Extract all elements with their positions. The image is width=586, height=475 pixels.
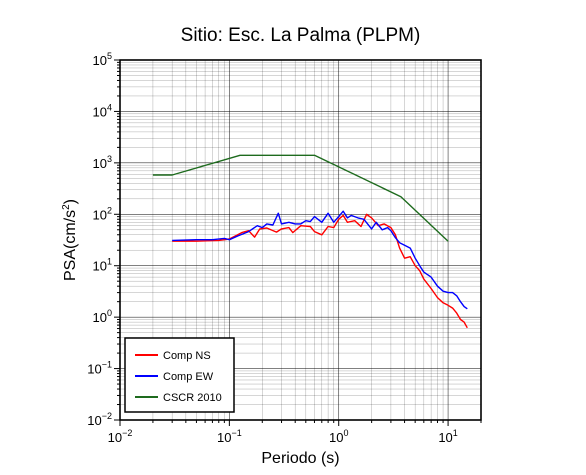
legend: Comp NS Comp EW CSCR 2010 (124, 337, 235, 413)
y-tick-label: 101 (93, 257, 112, 274)
plot-frame (119, 59, 482, 421)
grid-lines (119, 59, 482, 421)
x-tick-label: 10−2 (108, 428, 133, 445)
y-tick-label: 104 (93, 102, 112, 119)
series-group (152, 154, 468, 329)
y-axis-label-superscript: 2 (61, 204, 72, 210)
y-tick-label: 105 (93, 51, 112, 68)
y-axis-label-suffix: ) (62, 199, 79, 204)
y-tick-label: 10−2 (87, 411, 112, 428)
legend-label: Comp NS (163, 350, 211, 362)
x-axis-label: Periodo (s) (261, 450, 339, 467)
y-tick-label: 100 (93, 308, 112, 325)
x-tick-label: 10−1 (217, 428, 242, 445)
legend-label: CSCR 2010 (163, 392, 222, 404)
x-tick-label: 100 (329, 428, 348, 445)
series-line (172, 213, 468, 329)
legend-label: Comp EW (163, 371, 214, 383)
y-tick-label: 103 (93, 154, 112, 171)
x-tick-label: 101 (438, 428, 457, 445)
y-tick-label: 10−1 (87, 360, 112, 377)
y-axis-label-prefix: PSA(cm/s (62, 210, 79, 281)
chart-title: Sitio: Esc. La Palma (PLPM) (181, 25, 421, 46)
y-tick-label: 102 (93, 205, 112, 222)
axis-ticks: 10−2 10−1 100 101 10−2 10−1 100 101 102 103 104 105 (87, 51, 482, 445)
series-line (172, 210, 468, 310)
y-axis-label: PSA(cm/s2) (61, 199, 79, 281)
series-line (152, 154, 449, 242)
